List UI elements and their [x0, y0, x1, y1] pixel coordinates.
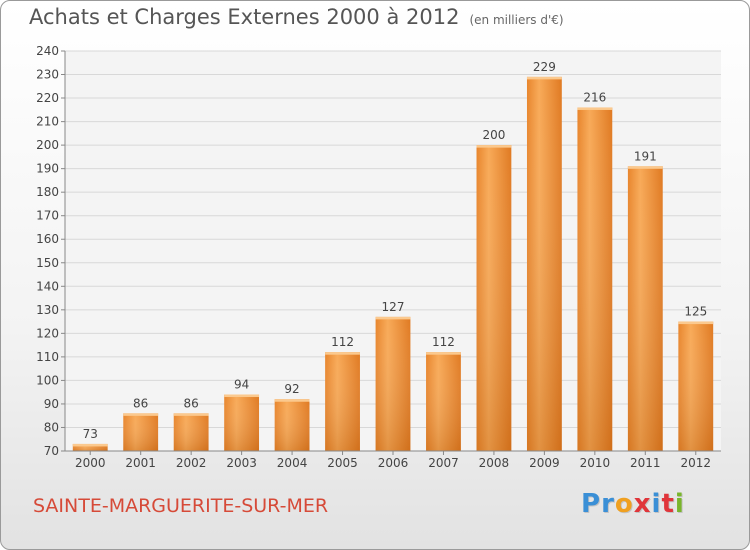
data-label-2000: 73 — [83, 427, 98, 441]
logo-letter: i — [674, 489, 685, 519]
bar-shade-2011 — [627, 166, 663, 451]
y-tick-label-150: 150 — [36, 256, 59, 270]
bar-shade-2002 — [173, 413, 209, 451]
y-tick-label-170: 170 — [36, 209, 59, 223]
bar-shade-2012 — [678, 321, 714, 451]
x-tick-label-2003: 2003 — [226, 456, 257, 470]
data-label-2003: 94 — [234, 378, 249, 392]
y-tick-label-80: 80 — [44, 420, 59, 434]
y-tick-label-90: 90 — [44, 397, 59, 411]
data-label-2012: 125 — [684, 305, 707, 319]
bar-highlight-2005 — [325, 352, 360, 355]
chart-title: Achats et Charges Externes 2000 à 2012 (e… — [29, 5, 564, 29]
data-label-2005: 112 — [331, 335, 354, 349]
data-label-2007: 112 — [432, 335, 455, 349]
x-tick-label-2012: 2012 — [680, 456, 711, 470]
bar-highlight-2011 — [627, 166, 663, 169]
x-tick-label-2004: 2004 — [277, 456, 308, 470]
bar-highlight-2004 — [274, 399, 310, 402]
bar-layer — [72, 76, 714, 452]
bar-highlight-2002 — [173, 413, 209, 416]
x-tick-label-2006: 2006 — [378, 456, 409, 470]
bar-highlight-2012 — [678, 321, 714, 325]
data-label-2008: 200 — [482, 128, 505, 142]
bar-highlight-2007 — [426, 352, 461, 355]
data-label-2001: 86 — [133, 396, 148, 410]
y-tick-label-190: 190 — [36, 162, 59, 176]
bar-highlight-2006 — [375, 316, 411, 320]
bar-shade-2008 — [476, 145, 512, 451]
x-tick-label-2010: 2010 — [580, 456, 611, 470]
data-label-2006: 127 — [382, 300, 405, 314]
logo-letter: P — [581, 489, 602, 519]
y-tick-label-220: 220 — [36, 91, 59, 105]
x-tick-label-2009: 2009 — [529, 456, 560, 470]
chart-title-text: Achats et Charges Externes 2000 à 2012 — [29, 5, 460, 29]
chart-unit-label: (en milliers d'€) — [469, 13, 564, 27]
x-tick-label-2000: 2000 — [75, 456, 106, 470]
x-tick-label-2001: 2001 — [125, 456, 156, 470]
y-tick-label-210: 210 — [36, 115, 59, 129]
bar-shade-2006 — [375, 316, 411, 451]
logo-letter: x — [633, 489, 652, 519]
bar-shade-2010 — [577, 107, 613, 452]
logo-letter: r — [601, 489, 615, 519]
data-label-2002: 86 — [184, 396, 199, 410]
bar-highlight-2001 — [123, 413, 159, 416]
label-layer: 73 86 86 94 92 112 127 112 200 229 216 191 125 — [83, 60, 708, 441]
bar-shade-2000 — [72, 443, 108, 451]
bar-highlight-2003 — [224, 394, 260, 398]
y-tick-label-240: 240 — [36, 44, 59, 58]
bar-shade-2005 — [325, 352, 360, 451]
x-tick-label-2007: 2007 — [428, 456, 459, 470]
y-tick-label-200: 200 — [36, 138, 59, 152]
data-label-2009: 229 — [533, 60, 556, 74]
y-tick-label-180: 180 — [36, 185, 59, 199]
data-label-2004: 92 — [284, 382, 299, 396]
x-tick-label-2002: 2002 — [176, 456, 207, 470]
commune-name: SAINTE-MARGUERITE-SUR-MER — [33, 495, 329, 517]
y-tick-label-120: 120 — [36, 326, 59, 340]
bar-shade-2003 — [224, 394, 260, 451]
y-tick-label-70: 70 — [44, 444, 59, 458]
bar-highlight-2009 — [526, 76, 562, 80]
bar-highlight-2008 — [476, 145, 512, 148]
proxiti-logo: Proxiti — [581, 489, 685, 519]
data-label-2010: 216 — [583, 90, 606, 104]
bar-highlight-2010 — [577, 107, 613, 110]
bar-shade-2007 — [426, 352, 461, 451]
y-tick-label-230: 230 — [36, 68, 59, 82]
bar-shade-2004 — [274, 399, 310, 451]
axis-layer: 7080901001101201301401501601701801902002… — [36, 44, 721, 470]
x-tick-label-2011: 2011 — [630, 456, 661, 470]
logo-letter: o — [614, 489, 634, 519]
data-label-2011: 191 — [634, 149, 657, 163]
y-tick-label-130: 130 — [36, 303, 59, 317]
logo-letter: i — [651, 489, 662, 519]
bar-highlight-2000 — [72, 443, 108, 447]
y-tick-label-100: 100 — [36, 373, 59, 387]
y-tick-label-140: 140 — [36, 279, 59, 293]
x-tick-label-2008: 2008 — [479, 456, 510, 470]
logo-letter: t — [661, 489, 675, 519]
y-tick-label-160: 160 — [36, 232, 59, 246]
y-tick-label-110: 110 — [36, 350, 59, 364]
bar-shade-2009 — [526, 76, 562, 451]
bar-shade-2001 — [123, 413, 159, 451]
x-tick-label-2005: 2005 — [327, 456, 358, 470]
